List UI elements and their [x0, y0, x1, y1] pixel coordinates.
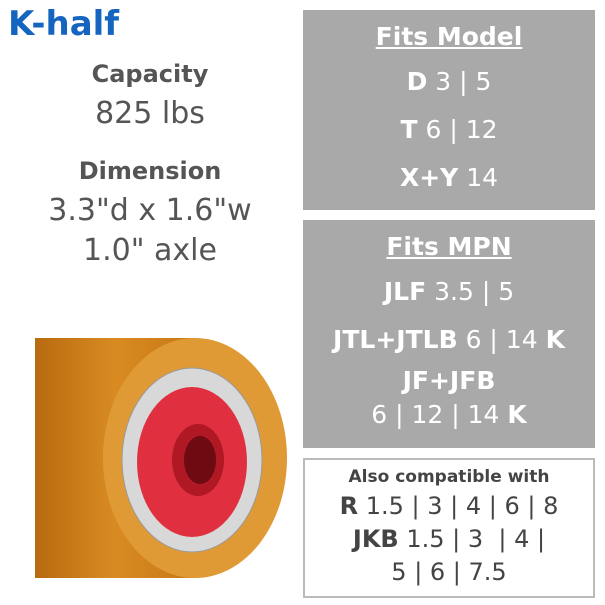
spec-row: 5 | 6 | 7.5: [391, 558, 507, 586]
spec-row: R 1.5 | 3 | 4 | 6 | 8: [305, 490, 593, 523]
panel-heading: Also compatible with: [348, 467, 550, 487]
spec-values: 6 | 14: [465, 325, 538, 354]
spec-values: 3.5 | 5: [434, 277, 515, 306]
spec-name: K: [545, 325, 565, 354]
spec-row: D 3 | 5: [303, 58, 595, 106]
spec-values: 6 | 12 | 14: [371, 400, 500, 429]
panel-heading: Fits Model: [375, 22, 523, 51]
spec-name: K: [507, 400, 527, 429]
also-compatible-panel: Also compatible with R 1.5 | 3 | 4 | 6 |…: [303, 458, 595, 598]
spec-name: D: [406, 67, 428, 96]
spec-values: 14: [466, 163, 499, 192]
fits-mpn-panel: Fits MPN JLF 3.5 | 5 JTL+JTLB 6 | 14 K JF+…: [303, 220, 595, 448]
panel-heading: Fits MPN: [386, 232, 512, 261]
bore-inner: [184, 436, 216, 484]
spec-name: X+Y: [399, 163, 459, 192]
spec-values: 3 | 5: [435, 67, 492, 96]
spec-name: T: [400, 115, 418, 144]
capacity-value: 825 lbs: [95, 96, 205, 131]
spec-name: JF+JFB: [402, 366, 496, 395]
spec-values: 1.5 | 3 | 4 |: [406, 525, 546, 553]
spec-name: JLF: [383, 277, 427, 306]
spec-name: R: [339, 492, 359, 520]
spec-row: JKB 1.5 | 3 | 4 |: [305, 523, 593, 556]
dimension-value: 3.3"d x 1.6"w: [48, 193, 252, 228]
spec-row: T 6 | 12: [303, 106, 595, 154]
spec-row: 6 | 12 | 14 K: [303, 398, 595, 432]
spec-values: 1.5 | 3 | 4 | 6 | 8: [365, 492, 559, 520]
wheel-image: [35, 338, 287, 578]
spec-row: JF+JFB: [303, 364, 595, 398]
axle-value: 1.0" axle: [83, 233, 217, 268]
spec-values: 6 | 12: [425, 115, 498, 144]
dimension-label: Dimension: [78, 157, 222, 185]
spec-row: JTL+JTLB 6 | 14 K: [303, 316, 595, 364]
spec-row: JLF 3.5 | 5: [303, 268, 595, 316]
capacity-label: Capacity: [91, 60, 209, 88]
spec-name: JKB: [352, 525, 399, 553]
spec-name: JTL+JTLB: [333, 325, 458, 354]
title: K-half: [8, 4, 120, 44]
spec-row: X+Y 14: [303, 154, 595, 202]
